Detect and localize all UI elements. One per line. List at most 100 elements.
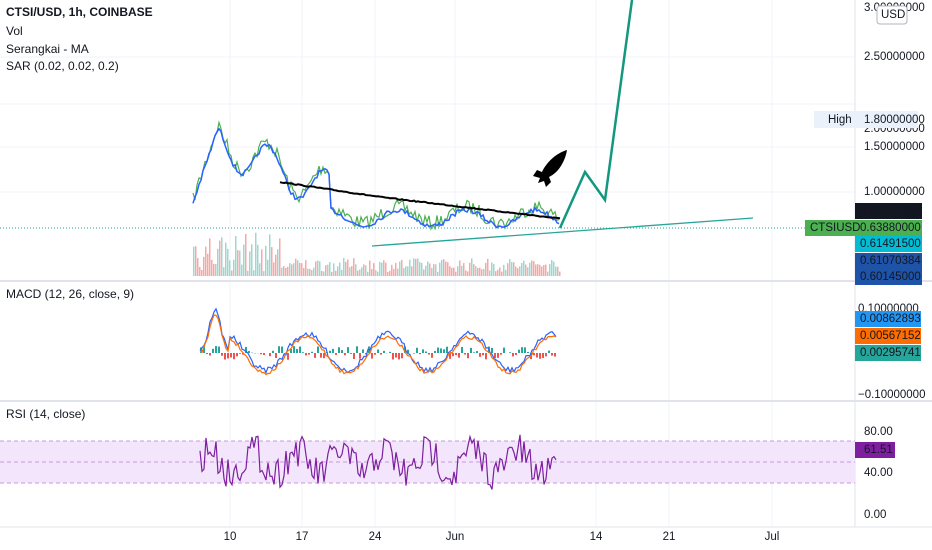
macd-hist [500,353,502,355]
volume-bar [317,260,319,276]
volume-bar [489,270,491,276]
volume-bar [445,261,447,276]
macd-hist [218,346,220,353]
volume-bar [381,262,383,276]
volume-bar [549,264,551,276]
volume-bar [319,261,321,276]
macd-hist [227,353,229,359]
macd-hist [212,348,214,353]
volume-bar [245,233,247,276]
volume-bar [423,269,425,276]
volume-bar [431,267,433,276]
volume-bar [543,265,545,276]
volume-bar [225,242,227,276]
volume-bar [329,262,331,276]
macd-hist [305,353,307,356]
volume-bar [199,266,201,276]
time-label: 10 [224,531,237,543]
macd-hist [242,353,244,355]
macd-hist [260,353,262,355]
volume-bar [485,262,487,276]
macd-hist [461,346,463,353]
volume-bar [545,264,547,276]
volume-bar [291,264,293,276]
macd-hist [278,346,280,353]
macd-hist [446,346,448,353]
macd-hist [452,353,454,357]
macd-hist [239,353,241,354]
rocket-icon [533,150,567,187]
volume-bar [285,267,287,276]
badge-value: 0.60145000 [860,271,921,283]
axis-label: 1.00000000 [864,186,925,198]
volume-bar [435,264,437,276]
macd-hist [281,346,283,353]
volume-bar [211,259,213,276]
macd-hist [209,353,211,356]
macd-hist [494,353,496,359]
volume-bar [425,265,427,276]
price-badge [855,269,922,285]
volume-bar [537,264,539,276]
macd-hist [359,353,361,359]
macd-hist [509,352,511,353]
volume-bar [521,263,523,276]
volume-bar [477,268,479,276]
volume-bar [495,271,497,276]
macd-hist [440,348,442,353]
volume-bar [295,258,297,276]
axis-label: 1.50000000 [864,141,925,153]
volume-bar [439,262,441,276]
volume-bar [547,271,549,276]
volume-bar [387,271,389,276]
volume-bar [345,261,347,276]
volume-bar [269,234,271,276]
macd-hist [317,346,319,353]
volume-bar [209,238,211,276]
macd-hist [503,347,505,353]
macd-hist [437,347,439,353]
badge-value: 0.00862893 [860,313,921,325]
volume-bar [453,267,455,276]
volume-bar [239,250,241,276]
volume-bar [303,267,305,276]
macd-hist [221,353,223,356]
macd-hist [311,351,313,353]
volume-bar [551,259,553,276]
volume-bar [305,260,307,276]
volume-bar [501,271,503,276]
macd-hist [230,353,232,358]
volume-bar [301,263,303,276]
macd-hist [515,353,517,356]
volume-bar [223,267,225,276]
volume-bar [341,269,343,276]
trend-line [371,217,754,247]
ma-slow [279,181,561,220]
macd-badge [855,328,921,344]
volume-bar [255,232,257,276]
volume-bar [375,270,377,276]
price-badge [805,220,922,236]
volume-bar [249,251,251,276]
macd-hist [458,353,460,358]
volume-bar [391,264,393,276]
volume-bar [299,262,301,276]
volume-bar [325,265,327,276]
high-value: 1.80000000 [864,114,925,126]
volume-bar [357,270,359,276]
macd-hist [467,353,469,359]
volume-bar [505,269,507,276]
volume-bar [409,259,411,276]
volume-bar [195,246,197,276]
macd-hist [323,353,325,359]
volume-bar [351,266,353,276]
volume-bar [429,263,431,276]
macd-hist [404,346,406,353]
volume-bar [437,271,439,276]
macd-hist [302,352,304,353]
volume-bar [491,262,493,276]
macd-hist [344,353,346,356]
macd-hist [545,353,547,357]
axis-label: 80.00 [864,426,893,438]
